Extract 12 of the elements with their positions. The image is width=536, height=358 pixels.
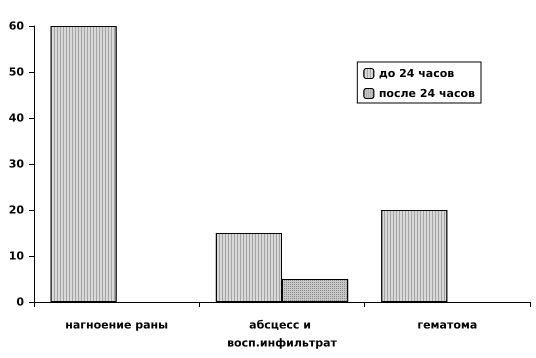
y-tick-label: 30: [8, 158, 24, 170]
legend-label: до 24 часов: [378, 67, 454, 80]
y-tick-label: 20: [8, 204, 24, 216]
y-tick-label: 40: [8, 112, 24, 124]
y-tick-label: 10: [8, 250, 24, 262]
y-tick-label: 50: [8, 66, 24, 78]
x-tick-label: нагноение раны: [65, 318, 168, 332]
y-tick-label: 0: [16, 296, 24, 308]
y-tick-label: 60: [8, 20, 24, 32]
x-tick-label: гематома: [417, 318, 478, 332]
legend-label: после 24 часов: [378, 87, 476, 100]
x-tick-label: абсцесс и восп.инфильтрат: [227, 318, 338, 350]
